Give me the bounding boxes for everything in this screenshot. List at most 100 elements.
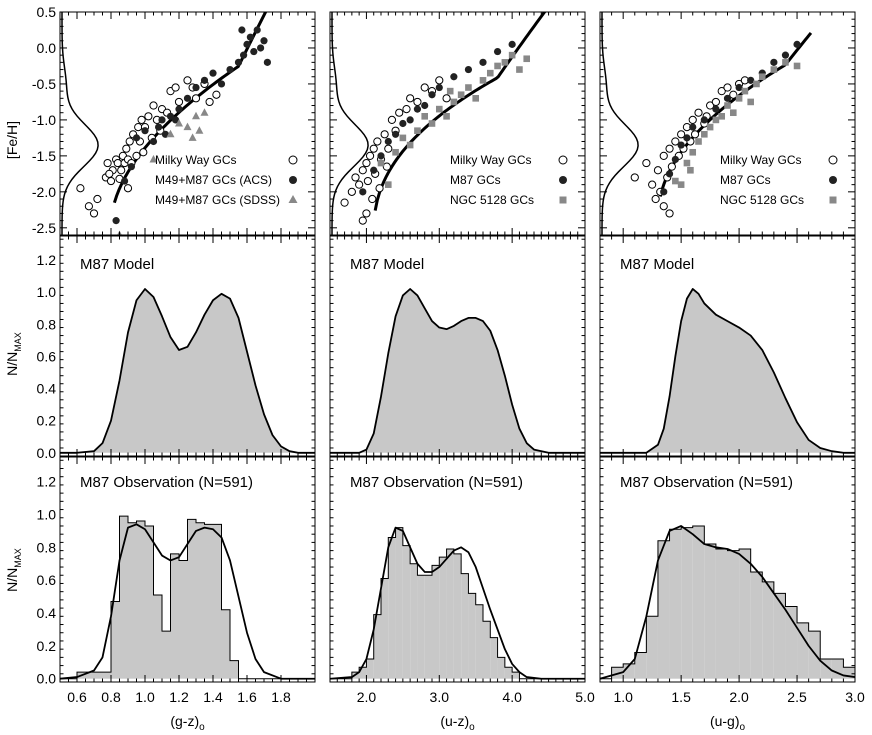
histogram-bar xyxy=(417,575,425,679)
legend-label: M87 GCs xyxy=(720,173,771,187)
point-open-circle xyxy=(358,166,367,175)
metallicity-distribution-line xyxy=(331,12,369,235)
point-filled-circle xyxy=(263,58,271,66)
panel-u-z-model: M87 Model xyxy=(329,235,586,457)
point-open-circle xyxy=(76,184,85,193)
point-open-circle xyxy=(420,83,429,92)
x-tick-label: 0.6 xyxy=(67,689,87,705)
point-filled-circle xyxy=(683,134,691,142)
point-open-circle xyxy=(362,209,371,218)
panel-frame xyxy=(329,235,586,457)
point-square xyxy=(712,116,720,124)
plot-area xyxy=(330,526,585,680)
smoothed-distribution-line xyxy=(600,525,855,680)
ylabel-norm-obs-main: N/N xyxy=(4,568,20,592)
legend-label: Milky Way GCs xyxy=(720,153,802,167)
legend-label: M87 GCs xyxy=(450,173,501,187)
histogram-bar xyxy=(669,529,682,679)
histogram-bar xyxy=(646,616,658,679)
plot-area xyxy=(601,12,813,235)
point-square xyxy=(689,148,697,156)
point-open-circle xyxy=(373,137,382,146)
panel-frame xyxy=(329,456,586,683)
point-open-circle xyxy=(375,184,384,193)
point-square xyxy=(735,95,743,102)
histogram-bar xyxy=(692,525,705,679)
point-filled-circle xyxy=(370,166,378,174)
panel-title: M87 Model xyxy=(350,256,424,273)
point-open-circle xyxy=(729,90,738,99)
point-open-circle xyxy=(387,115,397,125)
point-open-circle xyxy=(123,184,133,193)
histogram-bar xyxy=(170,553,179,679)
point-open-circle xyxy=(212,90,221,99)
point-open-circle xyxy=(642,158,651,168)
point-square xyxy=(465,84,472,91)
y-tick-label: 0.4 xyxy=(37,381,57,397)
panel-title: M87 Observation (N=591) xyxy=(350,474,523,491)
point-open-circle xyxy=(139,148,148,157)
y-tick-label: 0.5 xyxy=(37,4,57,20)
x-tick-label: 1.2 xyxy=(169,689,189,705)
point-open-circle xyxy=(406,94,415,103)
point-open-circle xyxy=(105,169,114,178)
point-filled-circle xyxy=(217,80,226,88)
point-open-circle xyxy=(103,158,112,168)
histogram-bar xyxy=(230,660,239,679)
point-open-circle xyxy=(134,122,143,132)
y-tick-label: 1.2 xyxy=(37,252,57,268)
y-tick-label: 0.0 xyxy=(37,40,57,56)
point-filled-circle xyxy=(209,69,217,77)
histogram-bar xyxy=(213,524,222,679)
legend-marker-open-circle xyxy=(558,155,568,165)
point-open-circle xyxy=(380,130,389,139)
point-square xyxy=(472,95,480,102)
point-filled-circle xyxy=(781,51,790,59)
point-square xyxy=(446,87,454,95)
histogram-bar xyxy=(162,631,171,679)
point-square xyxy=(770,66,778,73)
histogram-outline xyxy=(60,515,315,680)
smoothed-distribution-line xyxy=(330,526,585,680)
point-filled-circle xyxy=(240,51,248,59)
y-tick-label: 1.0 xyxy=(37,506,57,522)
histogram-bar xyxy=(128,522,137,679)
model-line xyxy=(600,288,855,454)
point-triangle xyxy=(149,154,158,163)
point-open-circle xyxy=(665,209,674,218)
point-square xyxy=(516,66,523,73)
y-tick-label: 0.8 xyxy=(37,316,57,332)
point-filled-circle xyxy=(747,76,755,84)
point-open-circle xyxy=(677,130,686,139)
histogram-bar xyxy=(410,563,418,679)
point-open-circle xyxy=(723,83,732,92)
ylabel-feh: [Fe/H] xyxy=(4,121,20,159)
y-tick-label: -2.0 xyxy=(32,184,56,200)
point-open-circle xyxy=(363,176,372,186)
model-area xyxy=(600,288,855,453)
point-filled-circle xyxy=(413,105,422,113)
point-filled-circle xyxy=(112,217,120,225)
point-open-circle xyxy=(435,76,444,85)
point-square xyxy=(501,59,509,66)
histogram-bar xyxy=(439,557,447,679)
legend-label: M49+M87 GCs (SDSS) xyxy=(155,193,280,207)
ylabel-norm-model-main: N/N xyxy=(4,352,20,376)
x-axis-label: (u-z)o xyxy=(440,713,475,730)
point-square xyxy=(747,98,754,106)
histogram-bar xyxy=(453,553,462,679)
panel-u-g-observation: M87 Observation (N=591) 1.0 1.5 2.0 2.5 3.0 (u… xyxy=(599,456,865,733)
x-tick-label: 1.5 xyxy=(671,689,691,705)
point-triangle xyxy=(166,129,175,138)
x-axis-label: (g-z)o xyxy=(170,713,205,730)
histogram-bar xyxy=(204,524,213,679)
point-square xyxy=(384,181,392,188)
point-filled-circle xyxy=(141,127,149,135)
x-tick-label: 1.0 xyxy=(613,689,633,705)
histogram-bar xyxy=(395,527,403,679)
point-open-circle xyxy=(355,180,364,189)
panel-title: M87 Observation (N=591) xyxy=(80,474,253,491)
y-tick-label: 1.0 xyxy=(37,284,57,300)
point-square xyxy=(741,87,749,95)
